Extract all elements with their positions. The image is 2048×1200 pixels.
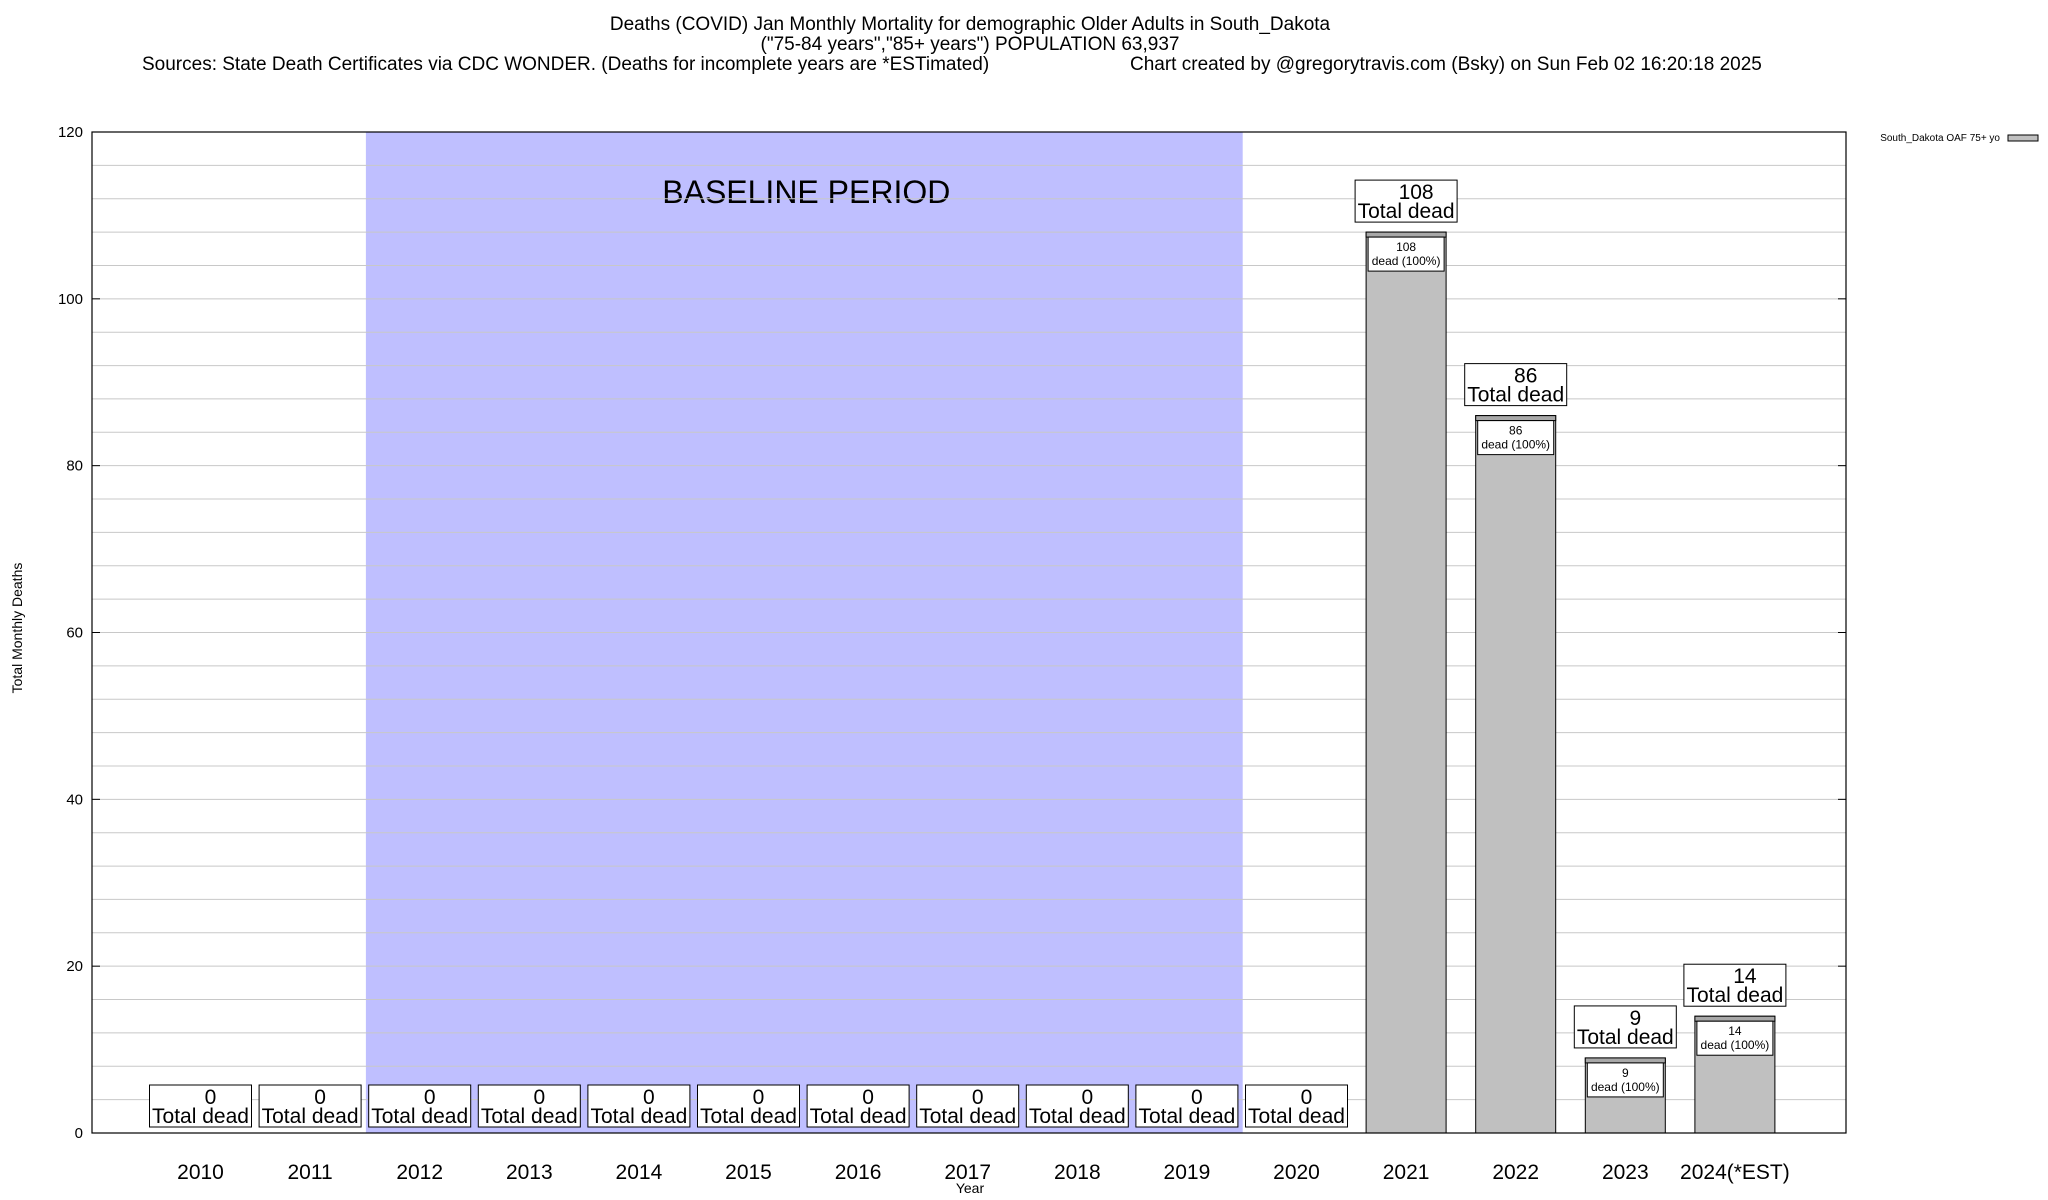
total-label: Total dead — [810, 1105, 907, 1128]
x-tick-label: 2023 — [1602, 1161, 1649, 1184]
y-tick-label: 0 — [75, 1125, 83, 1142]
total-value: 0 — [1191, 1086, 1203, 1109]
total-label: Total dead — [1467, 384, 1564, 407]
y-tick-label: 60 — [66, 625, 83, 642]
total-label: Total dead — [700, 1105, 797, 1128]
total-label: Total dead — [1686, 984, 1783, 1007]
x-tick-label: 2016 — [835, 1161, 882, 1184]
x-tick-label: 2018 — [1054, 1161, 1101, 1184]
x-tick-label: 2015 — [725, 1161, 772, 1184]
total-value: 0 — [972, 1086, 984, 1109]
total-label-box — [1354, 179, 1458, 223]
bar-inner-label-box — [1477, 420, 1555, 456]
total-label: Total dead — [152, 1105, 249, 1128]
x-tick-label: 2022 — [1492, 1161, 1539, 1184]
total-label-box — [587, 1084, 691, 1128]
bar-inner-label-box — [1586, 1062, 1664, 1098]
total-value: 0 — [643, 1086, 655, 1109]
bar — [1475, 415, 1557, 1134]
x-tick-label: 2014 — [616, 1161, 663, 1184]
total-label: Total dead — [371, 1105, 468, 1128]
total-label: Total dead — [1029, 1105, 1126, 1128]
total-label: Total dead — [1138, 1105, 1235, 1128]
total-label-box — [1245, 1084, 1348, 1128]
total-value: 0 — [314, 1086, 326, 1109]
total-value: 0 — [533, 1086, 545, 1109]
total-label-box — [149, 1084, 252, 1128]
chart-subtitle: ("75-84 years","85+ years") POPULATION 6… — [760, 34, 1180, 55]
bar-inner-suffix: dead (100%) — [1701, 1038, 1770, 1052]
y-tick-label: 80 — [66, 458, 83, 475]
bar-inner-suffix: dead (100%) — [1591, 1080, 1660, 1094]
total-label-box — [806, 1084, 910, 1128]
total-value: 86 — [1514, 365, 1537, 388]
total-value: 9 — [1629, 1007, 1641, 1030]
bar-inner-suffix: dead (100%) — [1372, 254, 1441, 268]
total-label-box — [697, 1084, 800, 1128]
total-label: Total dead — [481, 1105, 578, 1128]
total-value: 14 — [1733, 965, 1757, 988]
bar — [1365, 231, 1447, 1134]
bar-inner-label-box — [1367, 236, 1445, 272]
baseline-period-label: BASELINE PERIOD — [662, 174, 950, 210]
total-label-box — [1025, 1084, 1129, 1128]
total-value: 0 — [1081, 1086, 1093, 1109]
total-label: Total dead — [1577, 1026, 1674, 1049]
legend-swatch — [2007, 134, 2039, 142]
total-label-box — [477, 1084, 581, 1128]
total-value: 0 — [753, 1086, 765, 1109]
bar-inner-value: 9 — [1622, 1066, 1629, 1080]
total-label: Total dead — [590, 1105, 687, 1128]
x-tick-label: 2019 — [1164, 1161, 1211, 1184]
x-tick-label: 2020 — [1273, 1161, 1320, 1184]
bar-inner-value: 86 — [1509, 424, 1523, 438]
y-tick-label: 20 — [66, 958, 83, 975]
x-axis-label: Year — [955, 1180, 985, 1196]
x-tick-label: 2011 — [288, 1161, 333, 1184]
total-label-box — [1573, 1005, 1677, 1049]
total-label: Total dead — [1358, 200, 1455, 223]
total-value: 108 — [1399, 181, 1434, 204]
total-label-box — [368, 1084, 472, 1128]
bar-inner-value: 14 — [1728, 1024, 1742, 1038]
plot-frame — [91, 131, 1847, 1134]
chart-title: Deaths (COVID) Jan Monthly Mortality for… — [609, 14, 1331, 35]
x-tick-label: 2012 — [396, 1161, 443, 1184]
x-tick-label: 2017 — [944, 1161, 991, 1184]
bar-cap — [1475, 415, 1557, 422]
bar-cap — [1365, 231, 1447, 238]
total-label-box — [1683, 963, 1787, 1007]
x-tick-label: 2021 — [1383, 1161, 1430, 1184]
total-label: Total dead — [919, 1105, 1016, 1128]
total-label-box — [1464, 363, 1568, 407]
bar-cap — [1584, 1057, 1666, 1064]
x-tick-label: 2010 — [177, 1161, 224, 1184]
sources-note: Sources: State Death Certificates via CD… — [142, 54, 990, 75]
bar-inner-value: 108 — [1396, 240, 1416, 254]
y-tick-label: 120 — [58, 124, 83, 141]
x-tick-label: 2013 — [506, 1161, 553, 1184]
total-value: 0 — [862, 1086, 874, 1109]
total-value: 0 — [424, 1086, 436, 1109]
total-label: Total dead — [262, 1105, 359, 1128]
legend-label: South_Dakota OAF 75+ yo — [1880, 133, 2000, 144]
y-tick-label: 100 — [58, 291, 83, 308]
chart-credit: Chart created by @gregorytravis.com (Bsk… — [1130, 54, 1762, 75]
total-label-box — [1135, 1084, 1239, 1128]
y-axis-label: Total Monthly Deaths — [9, 562, 25, 694]
total-label: Total dead — [1248, 1105, 1345, 1128]
bar-cap — [1694, 1015, 1776, 1022]
y-tick-label: 40 — [66, 791, 83, 808]
bar-inner-suffix: dead (100%) — [1481, 438, 1550, 452]
total-value: 0 — [205, 1086, 217, 1109]
bar-inner-label-box — [1696, 1020, 1774, 1056]
total-label-box — [258, 1084, 362, 1128]
total-value: 0 — [1301, 1086, 1313, 1109]
total-label-box — [916, 1084, 1020, 1128]
x-tick-label: 2024(*EST) — [1680, 1161, 1790, 1184]
